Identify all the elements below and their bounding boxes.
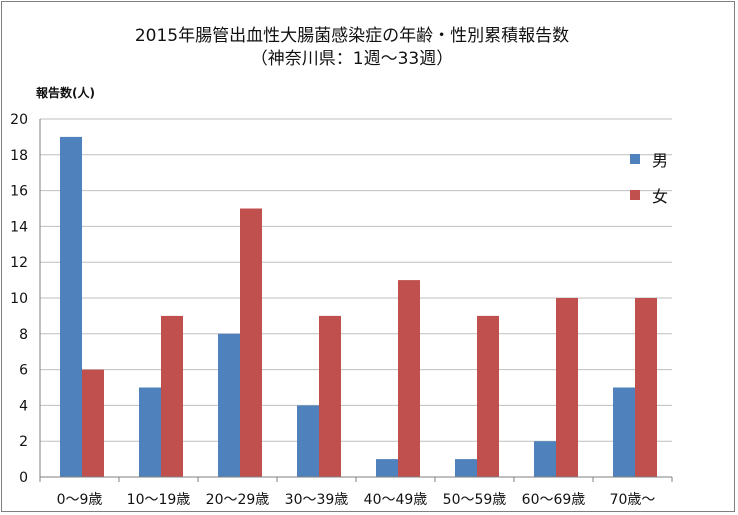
- bar-female-0: [82, 369, 104, 477]
- bar-female-6: [556, 298, 578, 477]
- bar-female-1: [161, 315, 183, 477]
- y-tick-label: 16: [10, 184, 28, 200]
- legend-label-female: 女: [652, 187, 669, 206]
- y-tick-label: 8: [19, 327, 28, 343]
- bar-female-5: [477, 315, 499, 477]
- y-tick-label: 2: [19, 434, 28, 450]
- axes: [39, 119, 673, 482]
- bar-male-6: [534, 441, 556, 477]
- chart-title: 2015年腸管出血性大腸菌感染症の年齢・性別累積報告数: [134, 26, 570, 46]
- y-tick-label: 0: [19, 470, 28, 486]
- y-tick-label: 10: [10, 291, 28, 307]
- legend-item-male: 男: [630, 147, 668, 171]
- y-tick-label: 12: [10, 255, 28, 271]
- y-tick-label: 6: [19, 363, 28, 379]
- bar-male-7: [613, 387, 635, 477]
- bar-male-3: [297, 405, 319, 477]
- y-tick-label: 20: [10, 112, 28, 128]
- bar-male-2: [218, 333, 240, 477]
- bar-female-3: [319, 315, 341, 477]
- bar-male-5: [455, 459, 477, 477]
- legend-label-male: 男: [652, 151, 669, 170]
- x-tick-label: 30〜39歳: [285, 492, 349, 508]
- y-tick-labels: 0 2 4 6 8 10 12 14 16 18 20: [10, 112, 28, 486]
- x-tick-labels: 0〜9歳 10〜19歳 20〜29歳 30〜39歳 40〜49歳 50〜59歳 60〜69歳…: [57, 492, 656, 508]
- y-tick-label: 14: [10, 219, 28, 235]
- bars: [60, 136, 657, 477]
- bar-female-2: [240, 208, 262, 477]
- bar-male-1: [139, 387, 161, 477]
- legend-item-female: 女: [630, 183, 668, 207]
- bar-male-4: [376, 459, 398, 477]
- y-axis-label: 報告数(人): [36, 86, 95, 100]
- chart-subtitle: （神奈川県：1週〜33週）: [250, 49, 454, 69]
- legend-swatch-female: [630, 190, 640, 200]
- x-tick-label: 50〜59歳: [443, 492, 507, 508]
- x-tick-label: 60〜69歳: [522, 492, 586, 508]
- x-tick-label: 20〜29歳: [206, 492, 270, 508]
- x-tick-label: 0〜9歳: [57, 492, 103, 508]
- bar-male-0: [60, 136, 82, 477]
- x-tick-label: 40〜49歳: [364, 492, 428, 508]
- bar-female-4: [398, 280, 420, 477]
- y-tick-label: 4: [19, 398, 28, 414]
- x-tick-label: 10〜19歳: [127, 492, 191, 508]
- x-tick-label: 70歳〜: [610, 492, 656, 508]
- bar-female-7: [635, 298, 657, 477]
- y-tick-label: 18: [10, 148, 28, 164]
- legend-swatch-male: [630, 154, 640, 164]
